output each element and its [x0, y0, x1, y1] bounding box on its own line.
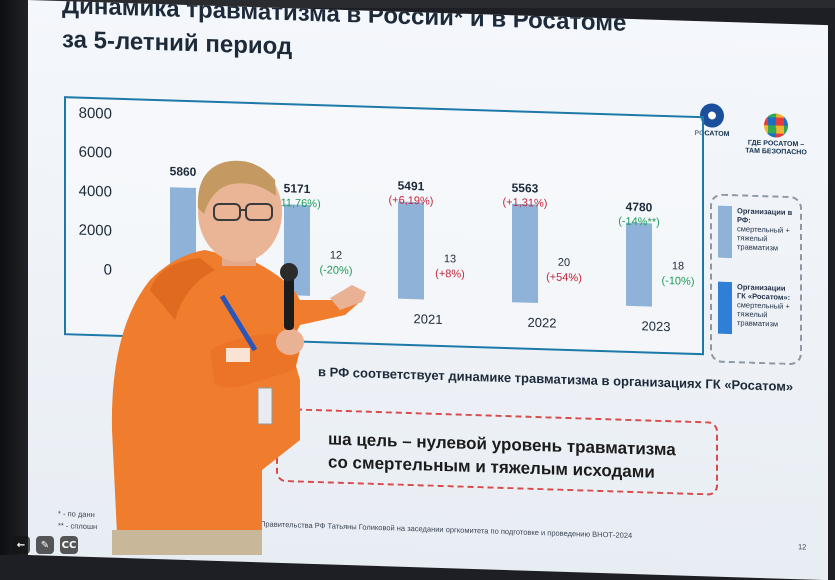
x-tick-label: 2023: [642, 318, 671, 334]
injury-chart: 0 2000 4000 6000 8000 5860 5171(-11,76%) 12 (-20…: [79, 105, 695, 335]
y-tick-label: 4000: [79, 183, 112, 201]
safety-logo-text: ГДЕ РОСАТОМ – ТАМ БЕЗОПАСНО: [745, 139, 807, 157]
bar-rf-change: (+6,19%): [389, 194, 434, 207]
bar-rf-value: 5860: [170, 164, 197, 179]
safety-logo-icon: [764, 113, 788, 138]
footnote-1: * - по данн: [58, 508, 95, 520]
y-tick-label: 2000: [79, 222, 112, 240]
chart-frame: 0 2000 4000 6000 8000 5860 5171 (-11,76%) 12 (-20…: [64, 96, 704, 356]
cc-icon[interactable]: CC: [60, 536, 78, 554]
legend-label-rf-bold: Организации в РФ:: [737, 206, 793, 225]
bar-rosatom-value: 13: [444, 253, 456, 265]
bar-rf: [170, 187, 196, 293]
bar-rf-value: 4780: [626, 200, 653, 215]
slide-title: Динамика травматизма в России* и в Росат…: [62, 0, 627, 61]
x-tick-label: 2022: [528, 315, 557, 331]
bar-rosatom-change: (+8%): [435, 268, 465, 281]
legend-label-rosatom: смертельный + тяжелый травматизм: [737, 300, 790, 329]
bar-rf-change: (-11,76%): [273, 197, 320, 210]
footnote-2: ** - сплошн: [58, 520, 98, 532]
footnote-source: Правительства РФ Татьяны Голиковой на за…: [260, 519, 633, 540]
y-tick-label: 8000: [79, 105, 112, 123]
y-tick-label: 0: [104, 261, 112, 278]
chart-legend: Организации в РФ: смертельный + тяжелый …: [710, 193, 802, 366]
bar-rosatom-value: 18: [672, 260, 684, 272]
slide-caption: в РФ соответствует динамике травматизма …: [318, 364, 794, 395]
room-ceiling: [0, 0, 835, 8]
bar-rf-value: 5491: [398, 179, 425, 194]
safety-logo: ГДЕ РОСАТОМ – ТАМ БЕЗОПАСНО: [734, 112, 818, 158]
bar-rf-change: (+1,31%): [503, 196, 548, 209]
legend-label-rosatom-bold: Организации ГК «Росатом»:: [737, 282, 791, 302]
bar-rosatom-change: (+54%): [546, 271, 582, 284]
legend-item-rf: Организации в РФ: смертельный + тяжелый …: [718, 205, 793, 260]
legend-swatch-rosatom: [718, 281, 732, 335]
bar-rosatom-change: (-10%): [661, 275, 694, 288]
bar-rf: [626, 222, 652, 307]
bar-rf: [398, 201, 424, 300]
legend-item-rosatom: Организации ГК «Росатом»: смертельный + …: [718, 281, 793, 336]
bar-rosatom-value: 12: [330, 249, 342, 261]
bar-rf-value: 5171: [284, 181, 311, 196]
pen-icon[interactable]: ✎: [36, 536, 54, 554]
bar-rf-value: 5563: [512, 181, 539, 196]
bar-rf: [512, 203, 538, 304]
bar-rosatom-value: 20: [558, 257, 570, 269]
bar-rosatom-change: (-20%): [319, 264, 352, 277]
projection-screen: Динамика травматизма в России* и в Росат…: [28, 0, 828, 580]
y-tick-label: 6000: [79, 144, 112, 162]
legend-swatch-rf: [718, 205, 732, 259]
video-toolbar: ← ✎ CC: [12, 535, 78, 555]
legend-label-rf: смертельный + тяжелый травматизм: [737, 224, 790, 253]
back-icon[interactable]: ←: [12, 536, 30, 554]
bar-rf: [284, 204, 310, 296]
slide-number: 12: [798, 542, 807, 552]
bar-rf-change: (-14%**): [618, 215, 660, 228]
x-tick-label: 2021: [414, 311, 443, 327]
